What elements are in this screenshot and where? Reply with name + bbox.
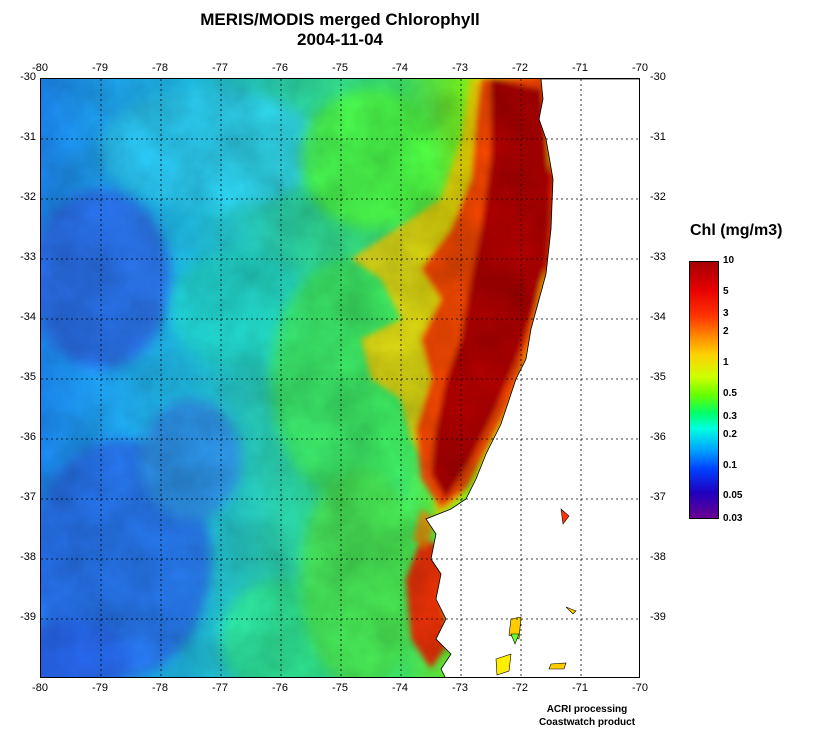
lat-tick-label-right: -36 [650, 431, 666, 443]
lat-tick-label-right: -37 [650, 491, 666, 503]
lon-tick-label-bottom: -72 [512, 682, 528, 694]
lat-tick-label-right: -39 [650, 611, 666, 623]
lat-tick-label-right: -31 [650, 131, 666, 143]
lon-tick-label-bottom: -71 [572, 682, 588, 694]
lat-tick-label-right: -38 [650, 551, 666, 563]
lon-tick-label-bottom: -76 [272, 682, 288, 694]
lon-tick-label-top: -73 [452, 62, 468, 74]
graticule [41, 79, 639, 677]
lon-tick-label-top: -74 [392, 62, 408, 74]
lon-tick-label-bottom: -77 [212, 682, 228, 694]
lon-tick-label-top: -79 [92, 62, 108, 74]
colorbar-title: Chl (mg/m3) [690, 222, 783, 239]
lon-tick-label-top: -76 [272, 62, 288, 74]
lat-tick-label-left: -36 [20, 431, 36, 443]
lat-tick-label-left: -34 [20, 311, 36, 323]
lat-tick-label-right: -34 [650, 311, 666, 323]
lon-tick-label-bottom: -78 [152, 682, 168, 694]
lat-tick-label-right: -30 [650, 71, 666, 83]
lon-tick-label-top: -72 [512, 62, 528, 74]
colorbar-tick-label: 0.05 [723, 490, 743, 502]
colorbar-tick-label: 3 [723, 308, 729, 320]
colorbar [689, 261, 719, 519]
credit-product: Coastwatch product [538, 717, 636, 728]
lon-tick-label-top: -70 [632, 62, 648, 74]
lon-tick-label-bottom: -80 [32, 682, 48, 694]
colorbar-tick-label: 1 [723, 357, 729, 369]
colorbar-tick-label: 2 [723, 326, 729, 338]
colorbar-tick-label: 0.1 [723, 459, 737, 471]
colorbar-tick-label: 0.03 [723, 513, 743, 524]
lon-tick-label-bottom: -75 [332, 682, 348, 694]
lon-tick-label-top: -71 [572, 62, 588, 74]
offshore-islands [495, 508, 577, 676]
lat-tick-label-left: -35 [20, 371, 36, 383]
lat-tick-label-left: -33 [20, 251, 36, 263]
lon-tick-label-bottom: -74 [392, 682, 408, 694]
lon-tick-label-bottom: -70 [632, 682, 648, 694]
lon-tick-label-top: -80 [32, 62, 48, 74]
lat-tick-label-right: -33 [650, 251, 666, 263]
colorbar-tick-label: 0.3 [723, 410, 737, 422]
chlorophyll-map[interactable] [40, 78, 640, 678]
lat-tick-label-left: -31 [20, 131, 36, 143]
lon-tick-label-top: -77 [212, 62, 228, 74]
lat-tick-label-left: -30 [20, 71, 36, 83]
lon-tick-label-top: -75 [332, 62, 348, 74]
map-title: MERIS/MODIS merged Chlorophyll [200, 10, 480, 29]
lat-tick-label-right: -35 [650, 371, 666, 383]
lat-tick-label-left: -38 [20, 551, 36, 563]
land-mass [425, 79, 639, 677]
colorbar-tick-label: 0.2 [723, 428, 737, 440]
colorbar-tick-label: 5 [723, 285, 729, 297]
lat-tick-label-left: -37 [20, 491, 36, 503]
lon-tick-label-top: -78 [152, 62, 168, 74]
colorbar-tick-label: 10 [723, 255, 735, 266]
map-canvas [41, 79, 639, 677]
credit-processing: ACRI processing [546, 704, 628, 715]
lon-tick-label-bottom: -73 [452, 682, 468, 694]
lat-tick-label-left: -39 [20, 611, 36, 623]
colorbar-tick-label: 0.5 [723, 388, 737, 400]
lat-tick-label-right: -32 [650, 191, 666, 203]
lon-tick-label-bottom: -79 [92, 682, 108, 694]
map-date: 2004-11-04 [296, 30, 384, 49]
lat-tick-label-left: -32 [20, 191, 36, 203]
